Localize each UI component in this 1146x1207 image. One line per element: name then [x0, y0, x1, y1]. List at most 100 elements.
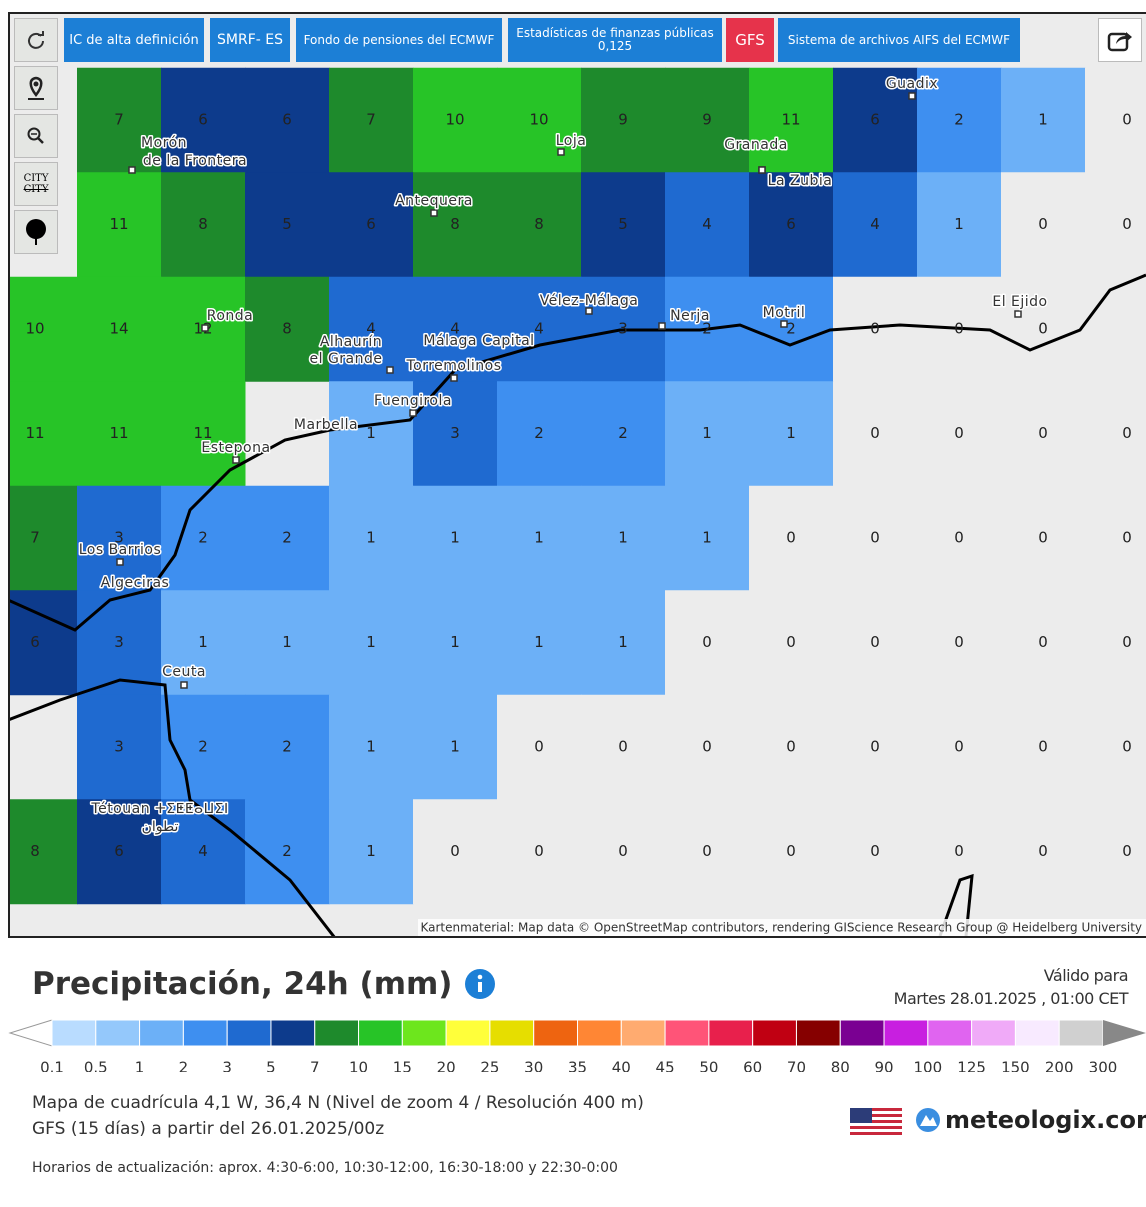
grid-cell [497, 590, 582, 696]
grid-value: 0 [1038, 424, 1048, 442]
us-flag[interactable] [850, 1108, 902, 1138]
grid-cell [1001, 485, 1086, 591]
scale-box [620, 1019, 666, 1047]
grid-info: Mapa de cuadrícula 4,1 W, 36,4 N (Nivel … [32, 1093, 644, 1113]
grid-value: 11 [193, 424, 212, 442]
grid-value: 0 [1122, 529, 1132, 547]
grid-value: 11 [781, 111, 800, 129]
brand-text: meteologix.com [945, 1106, 1146, 1134]
smrf-button[interactable]: SMRF- ES [210, 18, 290, 62]
city-button[interactable]: CITY CITY [14, 162, 58, 206]
grid-cell [581, 590, 666, 696]
marker-button[interactable] [14, 210, 58, 254]
place-marker [780, 320, 788, 328]
grid-value: 0 [450, 842, 460, 860]
grid-cell [749, 485, 834, 591]
place-label: Vélez-Málaga [540, 293, 639, 309]
grid-value: 1 [534, 529, 544, 547]
scale-label: 1 [135, 1059, 145, 1073]
place-label: Nerja [670, 308, 710, 324]
grid-value: 0 [702, 738, 712, 756]
grid-value: 8 [282, 320, 292, 338]
grid-value: 4 [450, 320, 460, 338]
location-button[interactable] [14, 66, 58, 110]
scale-label: 150 [1001, 1059, 1030, 1073]
grid-value: 1 [702, 424, 712, 442]
city-label-off: CITY [23, 184, 49, 195]
grid-value: 3 [114, 738, 124, 756]
place-marker [658, 322, 666, 330]
place-marker [758, 166, 766, 174]
grid-cell [10, 590, 78, 696]
grid-cell [497, 381, 582, 487]
hd-button[interactable]: IC de alta definición [64, 18, 204, 62]
grid-value: 0 [870, 529, 880, 547]
place-marker [201, 324, 209, 332]
grid-cell [245, 799, 330, 905]
scale-label: 2 [179, 1059, 189, 1073]
grid-cell [917, 381, 1002, 487]
place-label: Algeciras [101, 575, 170, 591]
grid-value: 0 [954, 529, 964, 547]
grid-cell [749, 381, 834, 487]
share-button[interactable] [1098, 18, 1142, 62]
legend-title-row: Precipitación, 24h (mm) [32, 966, 498, 1002]
legend-title: Precipitación, 24h (mm) [32, 966, 453, 1002]
grid-cell [833, 485, 918, 591]
grid-value: 0 [1122, 215, 1132, 233]
grid-value: 1 [450, 633, 460, 651]
grid-value: 0 [1122, 738, 1132, 756]
aifs-button[interactable]: Sistema de archivos AIFS del ECMWF [778, 18, 1020, 62]
scale-box [664, 1019, 710, 1047]
grid-value: 0 [786, 842, 796, 860]
grid-value: 4 [366, 320, 376, 338]
place-label: Fuengirola [374, 393, 452, 409]
grid-cell [833, 67, 918, 173]
share-icon [1107, 32, 1132, 52]
grid-value: 0 [870, 424, 880, 442]
scale-label: 0.5 [84, 1059, 108, 1073]
grid-cell [329, 172, 414, 278]
grid-cell [749, 172, 834, 278]
zoom-button[interactable] [14, 114, 58, 158]
gfs-button[interactable]: GFS [726, 18, 774, 62]
place-label: La Zubia [768, 173, 833, 189]
refresh-button[interactable] [14, 18, 58, 62]
scale-box [971, 1019, 1016, 1047]
grid-value: 8 [30, 842, 40, 860]
grid-value: 6 [198, 111, 208, 129]
scale-label: 100 [914, 1059, 943, 1073]
scale-label: 40 [612, 1059, 631, 1073]
grid-cell [1001, 172, 1086, 278]
grid-value: 4 [870, 215, 880, 233]
grid-value: 3 [114, 529, 124, 547]
place-label: Motril [763, 305, 806, 321]
stats-button[interactable]: Estadísticas de finanzas públicas 0,125 [508, 18, 722, 62]
grid-value: 0 [954, 320, 964, 338]
grid-cell [77, 381, 162, 487]
fondo-button[interactable]: Fondo de pensiones del ECMWF [296, 18, 502, 62]
grid-value: 1 [366, 738, 376, 756]
scale-label: 60 [743, 1059, 762, 1073]
place-label: Tétouan ⵜⵉⵟⵟⴰⵡⵉⵏ [90, 801, 228, 817]
below-arrow [8, 1019, 53, 1047]
grid-value: 0 [1038, 738, 1048, 756]
grid-value: 6 [786, 215, 796, 233]
info-icon[interactable] [464, 967, 498, 1001]
grid-cell [665, 172, 750, 278]
place-label: Antequera [395, 193, 473, 209]
scale-box [95, 1019, 141, 1047]
place-label: El Ejido [992, 294, 1047, 310]
grid-cell [161, 485, 246, 591]
grid-cell [917, 694, 1002, 800]
grid-cell [833, 590, 918, 696]
grid-value: 2 [618, 424, 628, 442]
grid-cell [329, 799, 414, 905]
grid-cell [413, 694, 498, 800]
place-label: Torremolinos [405, 358, 501, 374]
scale-box [489, 1019, 535, 1047]
grid-cell [77, 694, 162, 800]
brand[interactable]: meteologix.com [914, 1106, 1146, 1134]
grid-value: 11 [25, 424, 44, 442]
